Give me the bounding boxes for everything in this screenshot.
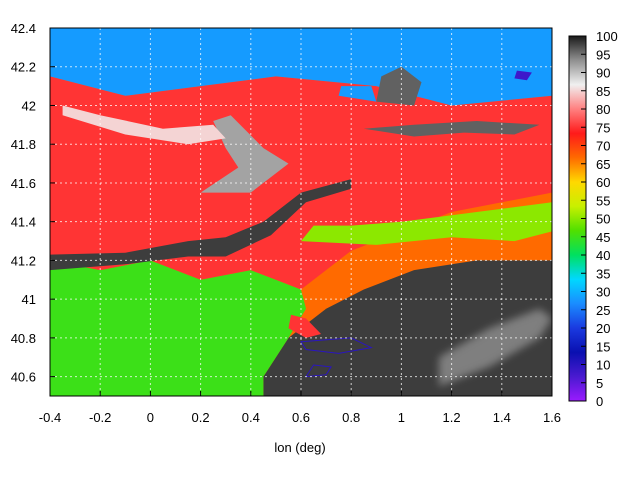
region-cloud_n2 — [376, 66, 422, 106]
colorbar-tick-label: 35 — [596, 266, 610, 281]
colorbar-tick-label: 10 — [596, 358, 610, 373]
colorbar-tick-label: 40 — [596, 248, 610, 263]
region-ocean_glint — [439, 308, 552, 387]
region-purple_outline2 — [305, 364, 332, 378]
y-axis: 40.6 40.8 41 41.2 41.4 41.6 41.8 42 42.2 42.4 — [11, 21, 55, 385]
x-tick-label: 0.8 — [342, 410, 360, 425]
colorbar-tick-label: 20 — [596, 321, 610, 336]
y-tick-label: 42.4 — [11, 21, 36, 36]
colorbar-tick-label: 45 — [596, 230, 610, 245]
y-tick-label: 41 — [22, 292, 36, 307]
x-tick-label: 1.2 — [443, 410, 461, 425]
x-axis-label: lon (deg) — [274, 440, 325, 455]
region-cloud_band2 — [200, 115, 289, 193]
grid-lines — [50, 28, 552, 396]
y-tick-label: 40.8 — [11, 331, 36, 346]
x-tick-label: 0.2 — [192, 410, 210, 425]
y-tick-label: 40.6 — [11, 370, 36, 385]
region-purple_spot — [514, 70, 532, 81]
x-tick-label: 0.4 — [242, 410, 260, 425]
y-tick-label: 42.2 — [11, 60, 36, 75]
colorbar-tick-label: 65 — [596, 157, 610, 172]
region-mid_band — [301, 202, 552, 245]
colorbar-tick-label: 100 — [596, 29, 618, 44]
colorbar-tick-label: 30 — [596, 285, 610, 300]
colorbar-tick-label: 80 — [596, 102, 610, 117]
x-tick-label: 0.6 — [292, 410, 310, 425]
colorbar-tick-label: 15 — [596, 339, 610, 354]
colorbar-tick-label: 70 — [596, 139, 610, 154]
y-tick-label: 41.2 — [11, 253, 36, 268]
colorbar-tick-label: 85 — [596, 84, 610, 99]
x-tick-label: -0.2 — [89, 410, 111, 425]
y-tick-label: 42 — [22, 98, 36, 113]
colorbar-tick-label: 90 — [596, 66, 610, 81]
region-light_band — [62, 105, 226, 145]
region-purple_outline — [300, 337, 373, 354]
y-tick-label: 41.8 — [11, 137, 36, 152]
colorbar-tick-label: 5 — [596, 376, 603, 391]
x-tick-label: -0.4 — [39, 410, 61, 425]
region-land_blue — [338, 86, 377, 102]
colorbar-tick-label: 55 — [596, 193, 610, 208]
x-tick-label: 1.6 — [543, 410, 561, 425]
colorbar-ticks: 0 5 10 15 20 25 30 35 40 45 50 55 60 65 70 75 80 85 90 95 10… — [581, 29, 618, 409]
colorbar-tick-label: 75 — [596, 120, 610, 135]
colorbar-tick-label: 25 — [596, 303, 610, 318]
y-tick-label: 41.4 — [11, 215, 36, 230]
x-tick-label: 1.4 — [493, 410, 511, 425]
region-cloud_band — [50, 179, 352, 271]
x-axis: -0.4 -0.2 0 0.2 0.4 0.6 0.8 1 1.2 1.4 1.6 — [39, 391, 561, 425]
colorbar-tick-label: 95 — [596, 47, 610, 62]
colorbar-tick-label: 50 — [596, 212, 610, 227]
region-land_low — [50, 260, 306, 396]
colorbar-tick-label: 60 — [596, 175, 610, 190]
x-tick-label: 0 — [147, 410, 154, 425]
x-tick-label: 1 — [398, 410, 405, 425]
plot-area — [50, 28, 552, 396]
y-tick-label: 41.6 — [11, 176, 36, 191]
region-land_mid_s — [288, 314, 322, 338]
colorbar-tick-label: 0 — [596, 394, 603, 409]
